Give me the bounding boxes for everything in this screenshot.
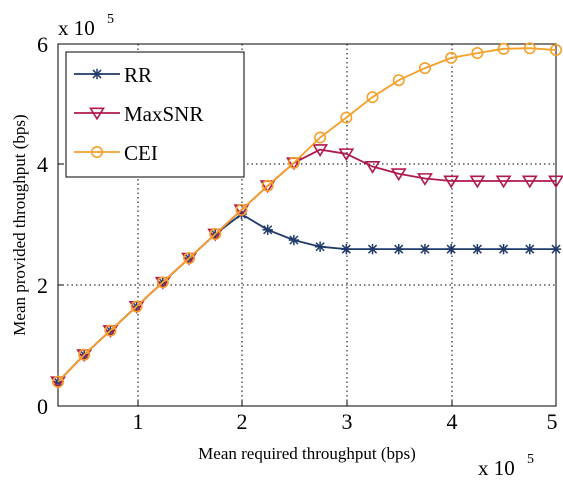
- y-multiplier-base: x 10: [58, 16, 95, 40]
- grid-lines: [58, 44, 556, 406]
- data-point-cei: [209, 228, 222, 241]
- data-point-cei: [340, 111, 353, 124]
- x-multiplier-base: x 10: [478, 456, 515, 480]
- y-tick-label: 4: [37, 152, 48, 177]
- legend-sample-cei: [74, 146, 120, 159]
- data-point-cei: [261, 179, 274, 192]
- data-point-maxsnr: [521, 175, 538, 189]
- data-point-cei: [78, 348, 91, 361]
- legend-label-maxsnr: MaxSNR: [124, 102, 203, 126]
- series-line-rr: [57, 213, 556, 383]
- data-point-rr: [288, 234, 300, 246]
- x-tick-label: 1: [133, 409, 144, 434]
- y-axis-multiplier: x 10 5: [58, 12, 114, 40]
- data-point-cei: [392, 74, 405, 87]
- data-point-rr: [262, 224, 273, 236]
- y-tick-label: 0: [37, 394, 48, 419]
- x-tick-label: 2: [237, 409, 248, 434]
- x-tick-label: 5: [547, 409, 558, 434]
- x-axis-label: Mean required throughput (bps): [198, 444, 416, 463]
- data-point-maxsnr: [417, 173, 433, 186]
- data-point-cei: [104, 324, 117, 337]
- data-point-maxsnr: [390, 168, 407, 182]
- y-multiplier-exponent: 5: [107, 12, 114, 27]
- data-point-cei: [497, 42, 510, 55]
- series-rr: [52, 208, 562, 388]
- data-point-cei: [549, 44, 562, 57]
- data-point-rr: [314, 241, 326, 252]
- data-point-rr: [419, 243, 431, 255]
- data-point-cei: [314, 131, 327, 144]
- data-point-cei: [130, 300, 143, 313]
- series-line-maxsnr: [57, 148, 556, 383]
- legend-item-rr: RR: [74, 63, 152, 87]
- y-tick-label: 6: [37, 32, 48, 57]
- data-point-cei: [235, 203, 248, 216]
- data-point-maxsnr: [364, 160, 381, 174]
- legend-sample-maxsnr: [74, 107, 120, 121]
- data-point-maxsnr: [548, 175, 563, 189]
- legend-marker-rr: [91, 68, 103, 80]
- axis-ticks: [58, 163, 453, 406]
- data-point-cei: [51, 375, 64, 388]
- x-tick-label: 4: [447, 409, 458, 434]
- data-point-cei: [471, 47, 484, 60]
- data-point-rr: [550, 243, 562, 255]
- legend-label-cei: CEI: [124, 141, 158, 165]
- series-layer: [50, 42, 563, 390]
- data-point-maxsnr: [312, 144, 329, 157]
- plot-area-frame: [57, 43, 557, 407]
- legend-marker-maxsnr: [89, 107, 105, 121]
- data-point-maxsnr: [469, 175, 486, 189]
- data-point-rr: [472, 243, 483, 255]
- x-tick-labels: 1 2 3 4 5: [133, 409, 558, 434]
- data-point-cei: [418, 62, 431, 75]
- data-point-maxsnr: [338, 148, 355, 162]
- data-point-rr: [367, 243, 378, 255]
- y-axis-label: Mean provided throughput (bps): [10, 114, 29, 335]
- data-point-cei: [523, 42, 536, 55]
- data-point-rr: [524, 243, 535, 255]
- x-tick-label: 3: [342, 409, 353, 434]
- data-point-cei: [366, 91, 379, 104]
- data-point-rr: [498, 243, 509, 255]
- legend-label-rr: RR: [124, 63, 152, 87]
- y-tick-label: 2: [37, 273, 48, 298]
- data-point-cei: [287, 156, 300, 169]
- data-point-cei: [445, 51, 458, 64]
- data-point-cei: [183, 252, 196, 265]
- legend-item-maxsnr: MaxSNR: [74, 102, 203, 126]
- legend-sample-rr: [74, 68, 120, 80]
- series-cei: [51, 42, 562, 388]
- data-point-maxsnr: [495, 175, 512, 189]
- series-maxsnr: [50, 144, 563, 390]
- data-point-maxsnr: [443, 175, 460, 189]
- y-tick-labels: 0 2 4 6: [37, 32, 48, 419]
- data-point-rr: [341, 243, 352, 255]
- legend: RR MaxSNR CEI: [65, 51, 245, 178]
- x-axis-multiplier: x 10 5: [478, 452, 534, 480]
- data-point-rr: [393, 243, 404, 255]
- data-point-rr: [445, 243, 457, 255]
- legend-item-cei: CEI: [74, 141, 158, 165]
- data-point-cei: [156, 276, 169, 289]
- legend-marker-cei: [91, 146, 104, 159]
- x-multiplier-exponent: 5: [527, 452, 534, 467]
